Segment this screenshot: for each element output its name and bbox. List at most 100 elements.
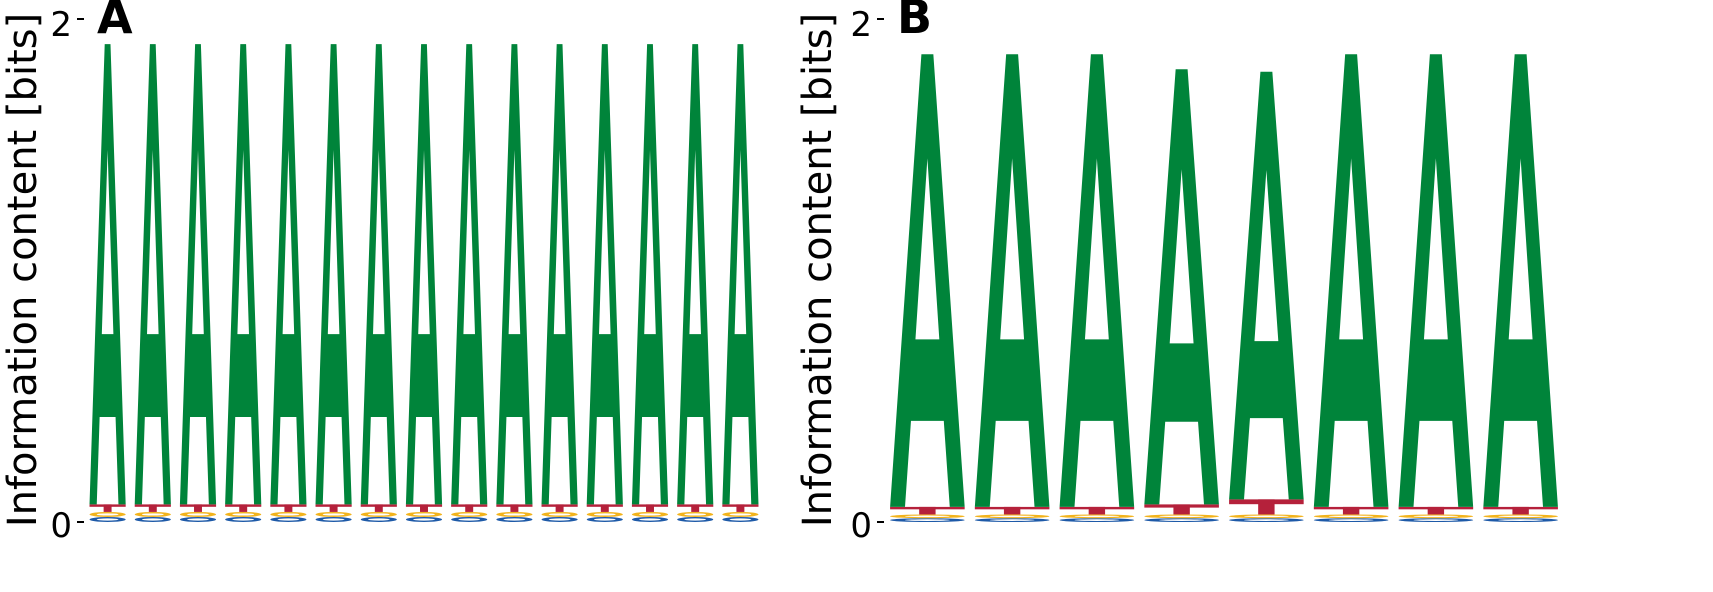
letter-c-mark [405,516,443,522]
panel-a-position-1-stack [89,44,126,522]
letter-c-mark [677,516,714,522]
letter-t-mark [405,504,443,512]
panel-a-position-9-stack [451,44,488,522]
letter-a-mark [89,44,126,505]
panel-a-position-3-stack [179,44,217,522]
letter-t-mark [586,504,623,512]
panel-b-position-5-stack [1229,71,1304,523]
letter-a-mark [677,44,714,505]
letter-g-mark [890,514,965,519]
letter-g-mark [225,511,262,517]
letter-a-mark [1313,54,1389,507]
letter-g-mark [496,511,533,517]
letter-t-mark [1483,506,1558,515]
letter-t-mark [134,504,171,512]
letter-g-mark [179,511,217,517]
letter-c-mark [541,516,578,522]
panel-b-position-1-stack [890,54,965,523]
letter-a-mark [974,54,1050,507]
letter-c-mark [451,516,488,522]
letter-a-mark [405,44,443,505]
letter-g-mark [586,511,623,517]
letter-a-mark [1059,54,1135,507]
letter-a-mark [1229,71,1304,500]
panel-b-position-6-stack [1313,54,1389,523]
letter-c-mark [134,516,171,522]
letter-t-mark [631,504,669,512]
letter-g-mark [974,514,1050,519]
letter-g-mark [451,511,488,517]
panel-b-position-8-stack [1483,54,1558,523]
panel-a-ytick-bottom: 0 [50,506,72,546]
letter-c-mark [360,516,397,522]
letter-g-mark [677,511,714,517]
letter-a-mark [541,44,578,505]
letter-t-mark [890,506,965,515]
letter-a-mark [1144,69,1219,505]
panel-a-position-6-stack [315,44,352,522]
letter-t-mark [722,504,759,512]
letter-c-mark [1398,518,1474,523]
letter-t-mark [1059,506,1135,515]
panel-a-position-2-stack [134,44,171,522]
panel-b-label: B [897,0,932,44]
letter-c-mark [1144,518,1219,523]
panel-b-letter-stacks [890,54,1558,523]
panel-b-position-2-stack [974,54,1050,523]
panel-a-position-15-stack [722,44,759,522]
letter-t-mark [315,504,352,512]
panel-b-position-3-stack [1059,54,1135,523]
letter-g-mark [360,511,397,517]
panel-b-chart: B Information content [bits] 2 0 [795,0,1558,546]
letter-a-mark [586,44,623,505]
letter-a-mark [722,44,759,505]
letter-g-mark [1313,514,1389,519]
letter-t-mark [541,504,578,512]
letter-c-mark [890,518,965,523]
letter-g-mark [1229,514,1304,519]
panel-a-position-5-stack [270,44,307,522]
letter-c-mark [1313,518,1389,523]
panel-a-position-8-stack [405,44,443,522]
letter-c-mark [1229,518,1304,523]
panel-a-position-4-stack [225,44,262,522]
letter-g-mark [315,511,352,517]
letter-g-mark [270,511,307,517]
letter-c-mark [270,516,307,522]
letter-a-mark [1483,54,1558,507]
letter-t-mark [360,504,397,512]
letter-c-mark [315,516,352,522]
panel-a-label: A [97,0,133,44]
letter-c-mark [89,516,126,522]
panel-b-position-7-stack [1398,54,1474,523]
letter-a-mark [451,44,488,505]
letter-a-mark [890,54,965,507]
letter-c-mark [1059,518,1135,523]
panel-b-y-axis-label: Information content [bits] [795,13,841,527]
letter-t-mark [496,504,533,512]
letter-t-mark [225,504,262,512]
letter-c-mark [974,518,1050,523]
panel-a-y-axis-label: Information content [bits] [0,13,46,527]
panel-a-position-7-stack [360,44,397,522]
letter-t-mark [179,504,217,512]
letter-t-mark [677,504,714,512]
letter-c-mark [586,516,623,522]
letter-c-mark [496,516,533,522]
letter-c-mark [225,516,262,522]
panel-a-position-11-stack [541,44,578,522]
panel-a-ytick-top: 2 [50,5,72,45]
letter-a-mark [225,44,262,505]
letter-t-mark [89,504,126,512]
letter-a-mark [1398,54,1474,507]
letter-a-mark [496,44,533,505]
letter-t-mark [1144,504,1219,515]
letter-t-mark [1313,506,1389,515]
letter-t-mark [974,506,1050,515]
panel-a-position-10-stack [496,44,533,522]
letter-g-mark [1398,514,1474,519]
letter-g-mark [631,511,669,517]
letter-g-mark [405,511,443,517]
panel-a-position-14-stack [677,44,714,522]
letter-g-mark [1144,514,1219,519]
